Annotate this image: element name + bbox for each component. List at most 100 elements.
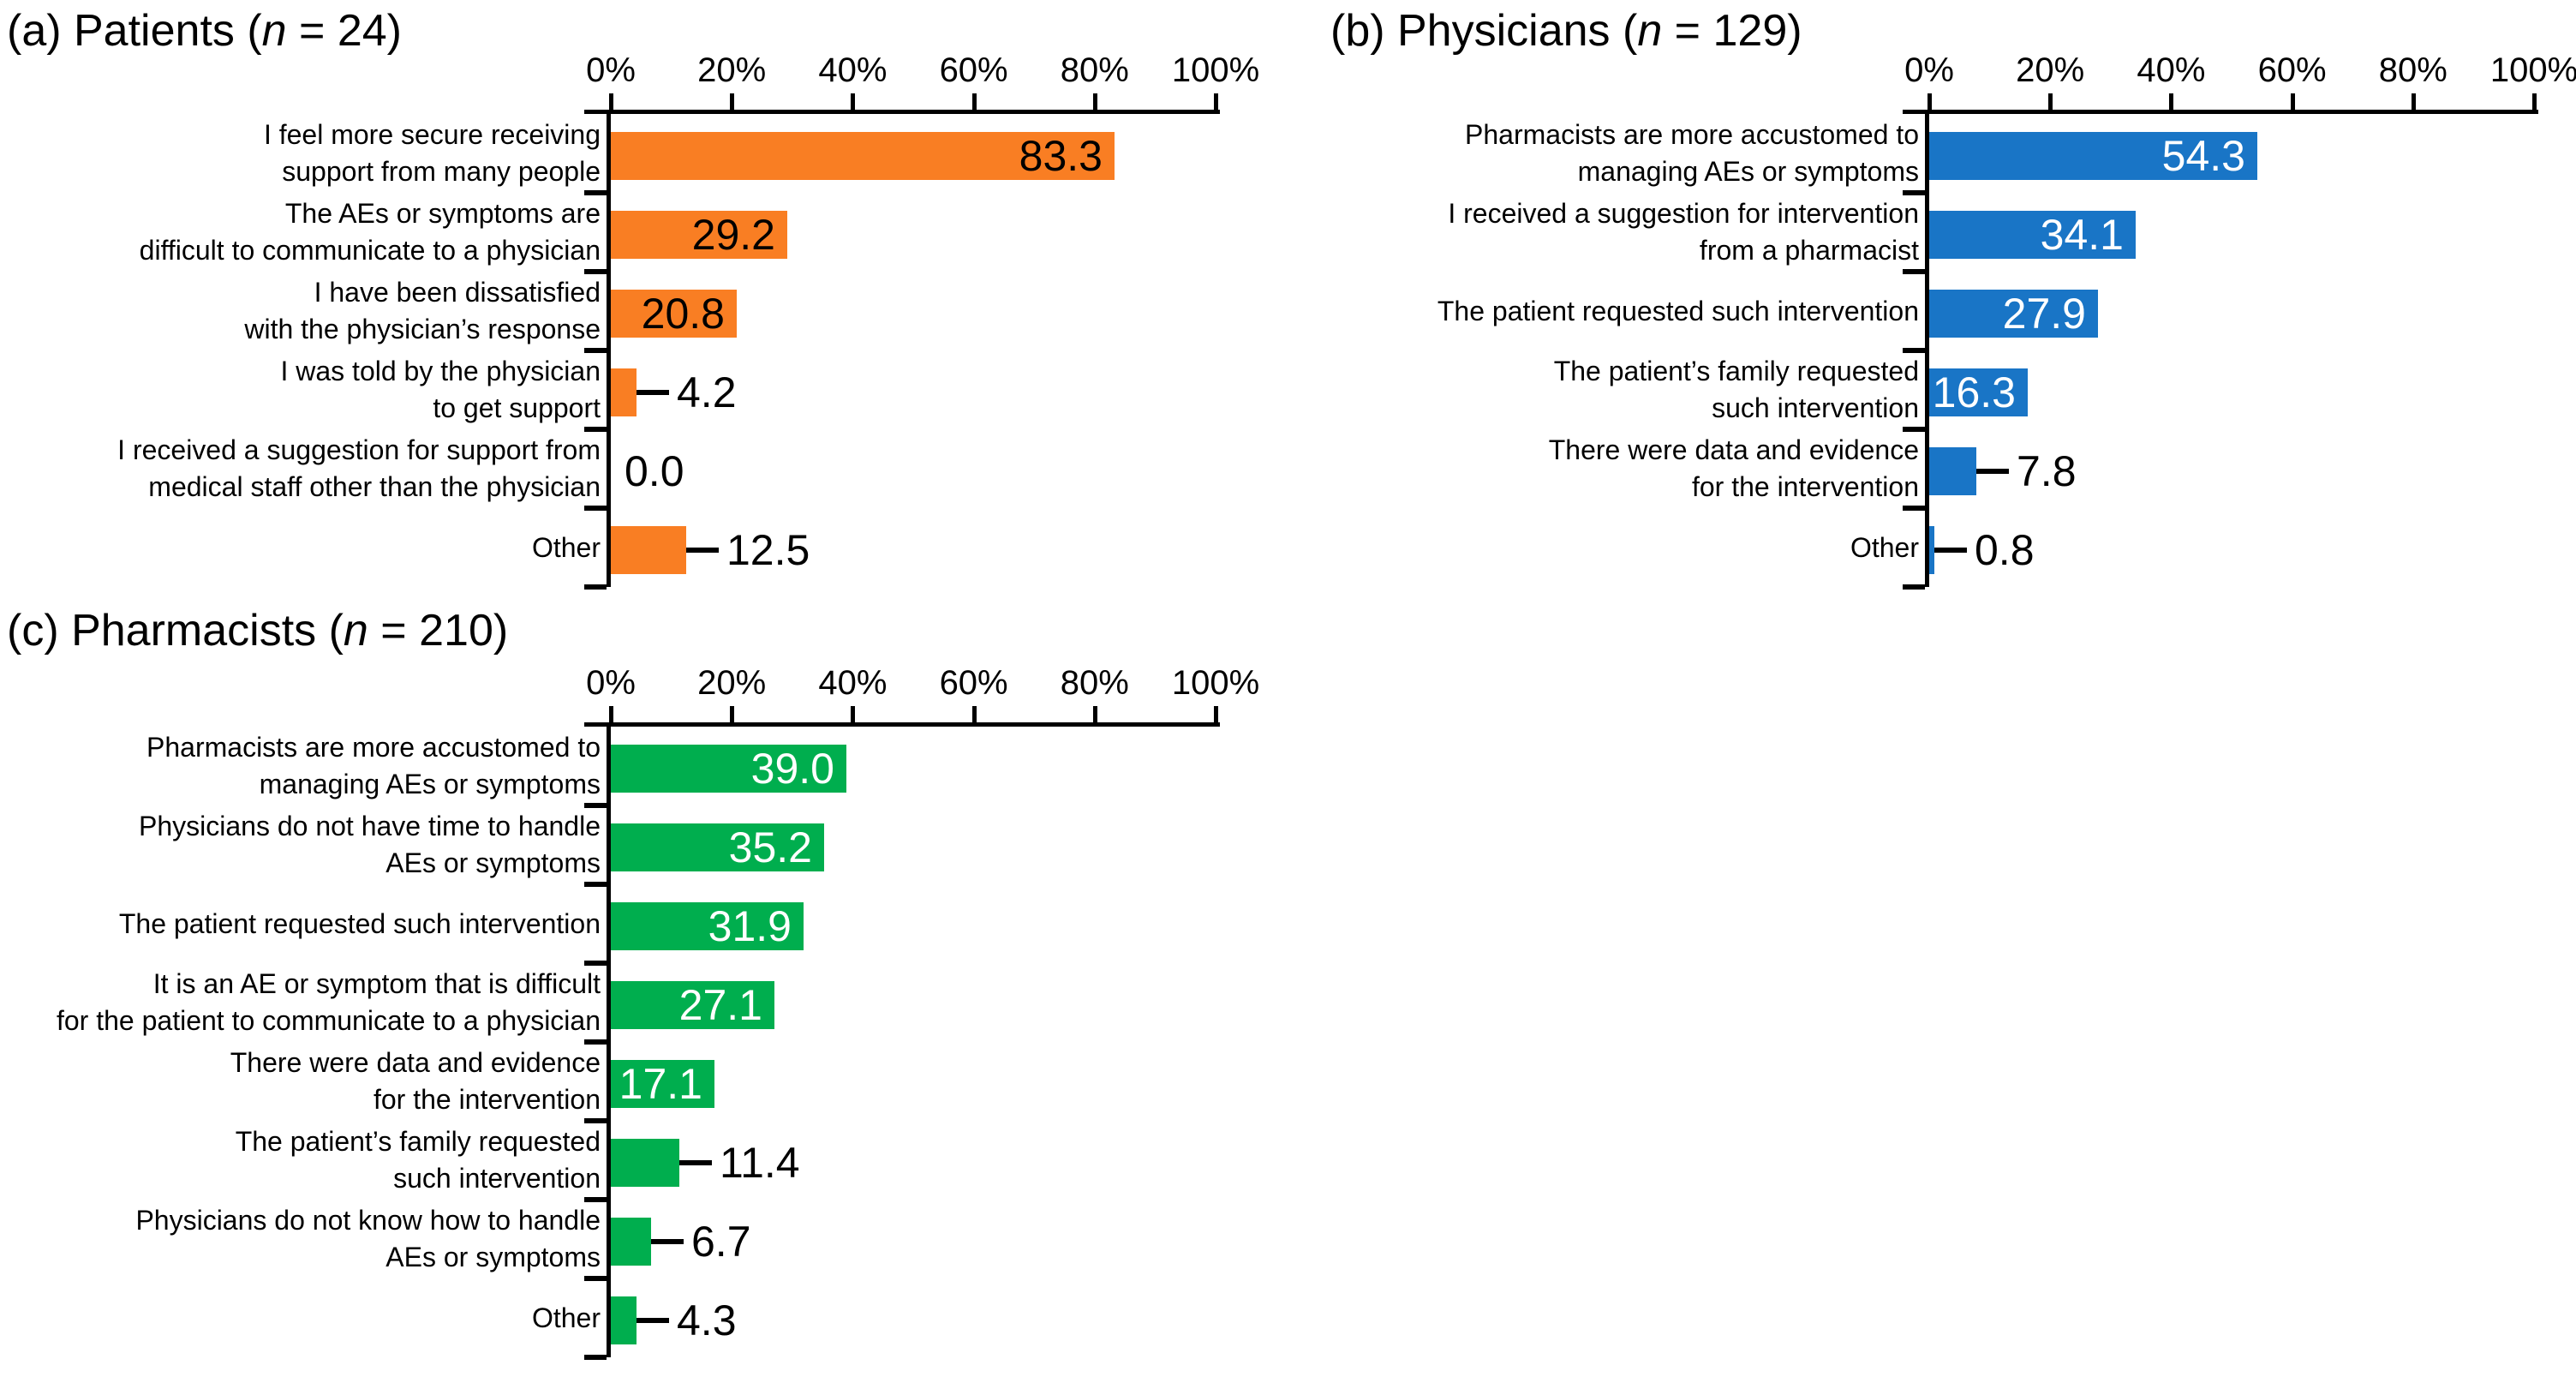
panel-b-category-label-5-line-0: Other [1850, 531, 1919, 563]
panel-a-value-label-3: 4.2 [677, 368, 737, 416]
panel-b-x-tick-mark-3 [2290, 93, 2295, 110]
panel-c-category-label-0-line-1: managing AEs or symptoms [259, 769, 601, 799]
panel-a-category-label-5-line-0: Other [531, 531, 601, 563]
panel-b-y-tick-mark-2 [1903, 269, 1925, 274]
panel-c-y-tick-mark-7 [584, 1276, 607, 1281]
panel-b-x-tick-mark-5 [2532, 93, 2537, 110]
panel-a-category-label-2: I have been dissatisfied with the physici… [6, 272, 601, 350]
panel-a-x-tick-label-1: 20% [697, 51, 767, 89]
panel-c-x-tick-label-2: 40% [818, 664, 888, 702]
panel-a-value-label-1: 29.2 [691, 211, 775, 259]
panel-c-category-label-5-line-1: such intervention [393, 1163, 601, 1194]
panel-c-category-label-0: Pharmacists are more accustomed to managi… [6, 727, 601, 805]
panel-b-category-label-1-line-1: from a pharmacist [1699, 235, 1919, 266]
panel-c-value-label-2: 31.9 [708, 902, 792, 950]
panel-b-y-tick-mark-6 [1903, 584, 1925, 590]
panel-c-bar-5 [611, 1139, 679, 1187]
panel-b-x-tick-mark-1 [2048, 93, 2053, 110]
panel-c-x-tick-label-3: 60% [939, 664, 1008, 702]
panel-a-category-label-4: I received a suggestion for support from… [6, 429, 601, 508]
panel-c-value-label-7: 4.3 [677, 1296, 737, 1344]
panel-a-category-label-1-line-0: The AEs or symptoms are [284, 198, 601, 229]
panel-b-value-label-3: 16.3 [1932, 368, 2016, 416]
panel-b-bar-5 [1929, 526, 1934, 574]
panel-b-x-tick-label-5: 100% [2489, 51, 2576, 89]
panel-b-value-label-2: 27.9 [2002, 290, 2086, 338]
panel-a-leader-line-3 [637, 390, 669, 395]
panel-b-bar-4 [1929, 447, 1976, 495]
panel-a-category-label-4-line-0: I received a suggestion for support from [117, 434, 601, 465]
panel-a-category-label-3-line-1: to get support [433, 392, 601, 423]
panel-c-y-tick-mark-2 [584, 882, 607, 887]
panel-b-x-tick-label-3: 60% [2257, 51, 2327, 89]
panel-c-value-label-3: 27.1 [678, 981, 762, 1029]
panel-c-value-label-1: 35.2 [728, 823, 812, 871]
panel-a-y-tick-mark-3 [584, 348, 607, 353]
panel-a-value-label-5: 12.5 [726, 526, 810, 574]
panel-c-category-label-2-line-0: The patient requested such intervention [118, 907, 601, 939]
panel-b-leader-line-4 [1976, 469, 2009, 474]
panel-c-title: (c) Pharmacists (n = 210) [7, 605, 508, 656]
panel-a-category-label-5: Other [6, 508, 601, 587]
panel-b-y-tick-mark-4 [1903, 427, 1925, 432]
panel-c-x-tick-mark-3 [971, 706, 977, 722]
panel-a-bar-1 [611, 211, 787, 259]
panel-c-x-tick-mark-0 [609, 706, 613, 722]
panel-c-category-label-4: There were data and evidence for the inte… [6, 1042, 601, 1121]
panel-c-axis-spine [607, 722, 611, 1357]
panel-c-title-prefix: (c) Pharmacists ( [7, 606, 344, 656]
panel-a-x-tick-mark-5 [1214, 93, 1218, 110]
panel-c-category-label-7: Other [6, 1278, 601, 1357]
panel-a-x-tick-label-3: 60% [939, 51, 1008, 89]
panel-b-axis-line [1903, 110, 2538, 114]
panel-c-category-label-0-line-0: Pharmacists are more accustomed to [146, 732, 601, 763]
panel-b-category-label-2: The patient requested such intervention [1324, 272, 1919, 350]
panel-c-category-label-5-line-0: The patient’s family requested [235, 1126, 601, 1157]
panel-c-bar-4 [611, 1060, 714, 1108]
panel-a-category-label-3-line-0: I was told by the physician [280, 356, 601, 386]
panel-c-value-label-0: 39.0 [750, 745, 834, 793]
panel-b-x-tick-label-2: 40% [2137, 51, 2206, 89]
panel-b-title: (b) Physicians (n = 129) [1330, 5, 1802, 57]
panel-a-value-label-0: 83.3 [1019, 132, 1103, 180]
panel-b-category-label-2-line-0: The patient requested such intervention [1437, 295, 1919, 326]
panel-b-x-tick-label-4: 80% [2378, 51, 2447, 89]
panel-a-category-label-2-line-1: with the physician’s response [244, 314, 601, 344]
panel-c-category-label-6-line-0: Physicians do not know how to handle [135, 1205, 601, 1236]
panel-c-category-label-4-line-1: for the intervention [373, 1084, 601, 1115]
panel-c-category-label-3: It is an AE or symptom that is difficult… [6, 963, 601, 1042]
panel-a-y-tick-mark-4 [584, 427, 607, 432]
panel-c-category-label-2: The patient requested such intervention [6, 884, 601, 963]
panel-c-title-suffix: = 210) [368, 606, 509, 656]
panel-b-x-tick-label-0: 0% [1904, 51, 1954, 89]
panel-a-value-label-4: 0.0 [625, 447, 684, 495]
panel-a-category-label-0: I feel more secure receiving support from… [6, 114, 601, 193]
panel-b-value-label-4: 7.8 [2017, 447, 2077, 495]
panel-b-category-label-1: I received a suggestion for intervention… [1324, 193, 1919, 272]
panel-c-title-n-symbol: n [343, 606, 368, 656]
panel-b-x-tick-mark-2 [2169, 93, 2174, 110]
panel-c-x-tick-mark-4 [1092, 706, 1097, 722]
panel-c-axis-line [584, 722, 1220, 727]
panel-a-category-label-1: The AEs or symptoms are difficult to comm… [6, 193, 601, 272]
panel-a-x-tick-mark-0 [609, 93, 613, 110]
panel-b-category-label-1-line-0: I received a suggestion for intervention [1448, 198, 1919, 229]
panel-b-category-label-4-line-1: for the intervention [1691, 471, 1919, 502]
panel-b-y-tick-mark-5 [1903, 506, 1925, 511]
panel-b-category-label-4: There were data and evidence for the inte… [1324, 429, 1919, 508]
panel-c-value-label-4: 17.1 [619, 1060, 702, 1108]
panel-b-value-label-0: 54.3 [2161, 132, 2245, 180]
panel-a-title-prefix: (a) Patients ( [7, 6, 262, 56]
panel-a-axis-spine [607, 110, 611, 587]
panel-a-x-tick-mark-2 [851, 93, 856, 110]
panel-b-category-label-5: Other [1324, 508, 1919, 587]
panel-b-y-tick-mark-1 [1903, 190, 1925, 195]
panel-a-x-tick-label-4: 80% [1060, 51, 1129, 89]
panel-c-category-label-3-line-0: It is an AE or symptom that is difficult [152, 968, 601, 999]
panel-a-x-tick-label-2: 40% [818, 51, 888, 89]
panel-a-category-label-0-line-1: support from many people [282, 156, 601, 187]
panel-c-bar-6 [611, 1218, 651, 1266]
panel-b-bar-0 [1929, 132, 2257, 180]
panel-a-title-suffix: = 24) [286, 6, 402, 56]
